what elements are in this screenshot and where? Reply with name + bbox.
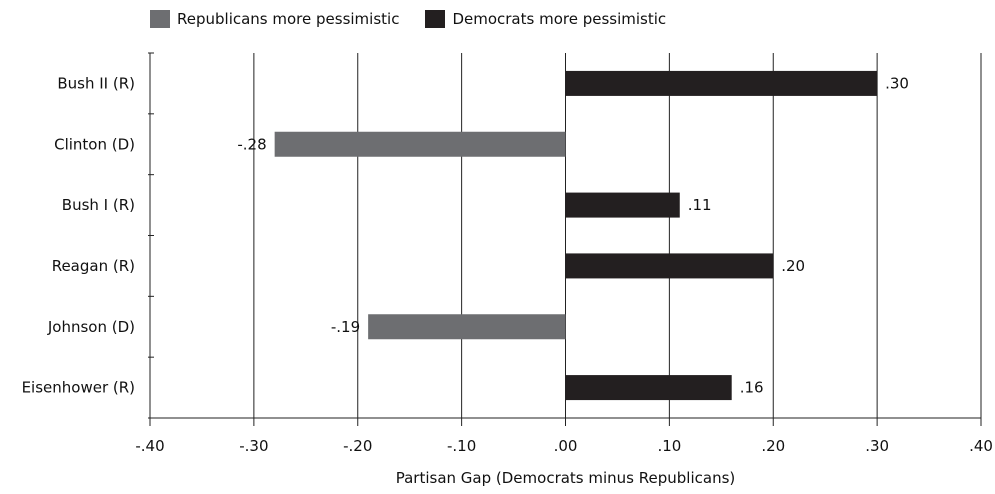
data-label: .16 <box>740 379 764 397</box>
x-tick-label: .40 <box>969 437 993 455</box>
bar <box>565 70 878 96</box>
x-tick-label: -.30 <box>239 437 268 455</box>
legend-label-democrats: Democrats more pessimistic <box>452 10 667 28</box>
category-label: Clinton (D) <box>54 135 135 153</box>
bar <box>274 131 566 157</box>
x-tick-label: -.40 <box>135 437 164 455</box>
bar <box>565 192 680 218</box>
category-label: Reagan (R) <box>52 257 135 275</box>
legend: Republicans more pessimistic Democrats m… <box>150 10 666 28</box>
x-tick-label: .10 <box>657 437 681 455</box>
legend-swatch-republicans <box>150 10 170 28</box>
x-axis-title: Partisan Gap (Democrats minus Republican… <box>395 469 736 487</box>
x-tick-label: .20 <box>761 437 785 455</box>
bar <box>565 253 774 279</box>
category-label: Bush I (R) <box>62 196 135 214</box>
data-label: .11 <box>688 196 712 214</box>
bar <box>368 314 566 340</box>
x-tick-label: .00 <box>554 437 578 455</box>
data-label: -.28 <box>237 135 266 153</box>
category-label: Bush II (R) <box>57 74 135 92</box>
legend-swatch-democrats <box>425 10 446 28</box>
legend-label-republicans: Republicans more pessimistic <box>177 10 400 28</box>
x-tick-label: .30 <box>865 437 889 455</box>
legend-item-democrats: Democrats more pessimistic <box>425 10 666 28</box>
category-label: Johnson (D) <box>47 318 135 336</box>
data-label: .30 <box>885 74 909 92</box>
data-label: -.19 <box>331 318 360 336</box>
x-tick-label: -.10 <box>447 437 476 455</box>
data-label: .20 <box>781 257 805 275</box>
x-tick-label: -.20 <box>343 437 372 455</box>
bar <box>565 375 732 401</box>
legend-item-republicans: Republicans more pessimistic <box>150 10 399 28</box>
category-label: Eisenhower (R) <box>22 379 135 397</box>
